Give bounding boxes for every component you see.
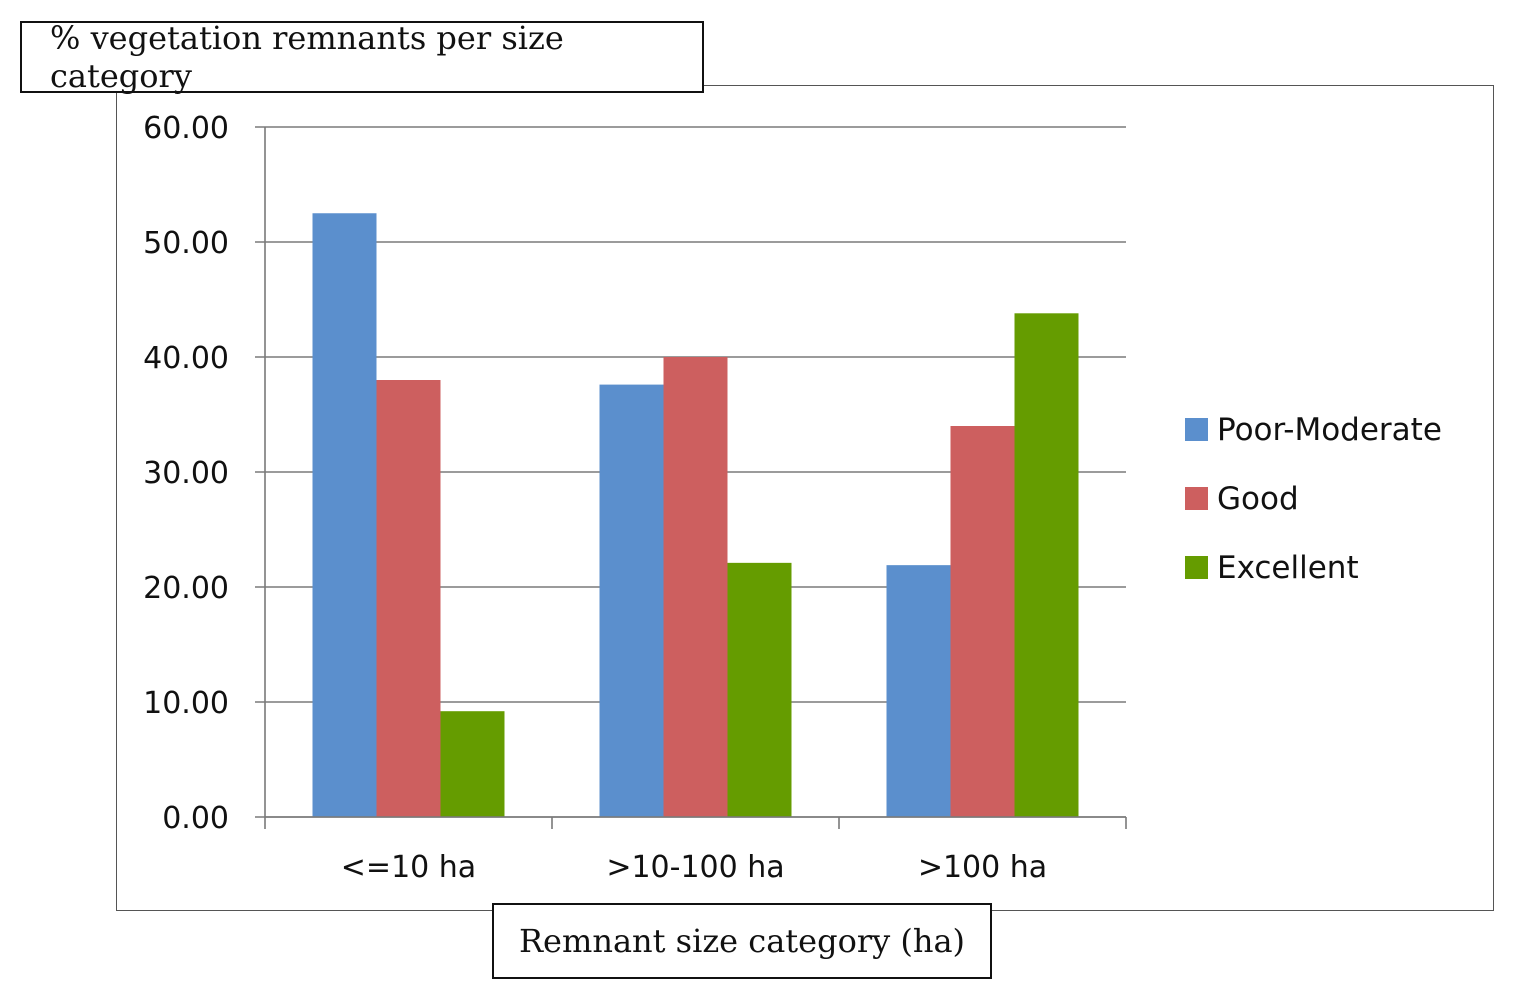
- x-tick-label: >100 ha: [918, 850, 1047, 885]
- legend-swatch: [1185, 556, 1208, 579]
- legend-label: Poor-Moderate: [1217, 412, 1442, 448]
- axes: 0.00 10.00 20.00 30.00 40.00 50.00 60.00 <=10 h…: [143, 111, 1127, 885]
- bar: [599, 384, 664, 817]
- bar: [950, 426, 1015, 817]
- legend: Poor-Moderate Good Excellent: [1185, 412, 1442, 586]
- y-tick-label: 50.00: [143, 226, 229, 261]
- y-tick-label: 60.00: [143, 111, 229, 146]
- y-tick-label: 20.00: [143, 571, 229, 606]
- y-tick-label: 0.00: [162, 801, 229, 836]
- bar: [727, 562, 792, 817]
- legend-swatch: [1185, 418, 1208, 441]
- x-axis-title: Remnant size category (ha): [492, 903, 992, 979]
- bar: [376, 380, 441, 817]
- y-tick-label: 10.00: [143, 686, 229, 721]
- bar: [440, 711, 505, 817]
- bar: [312, 213, 377, 817]
- legend-label: Good: [1217, 481, 1299, 517]
- legend-swatch: [1185, 487, 1208, 510]
- y-tick-label: 30.00: [143, 456, 229, 491]
- x-tick-label: <=10 ha: [341, 850, 476, 885]
- x-tick-label: >10-100 ha: [606, 850, 784, 885]
- bar: [886, 565, 951, 817]
- chart-title: % vegetation remnants per size category: [20, 19, 704, 95]
- bar: [663, 357, 728, 817]
- y-tick-label: 40.00: [143, 341, 229, 376]
- bar: [1014, 313, 1079, 817]
- bars: [312, 213, 1079, 817]
- legend-label: Excellent: [1217, 550, 1359, 586]
